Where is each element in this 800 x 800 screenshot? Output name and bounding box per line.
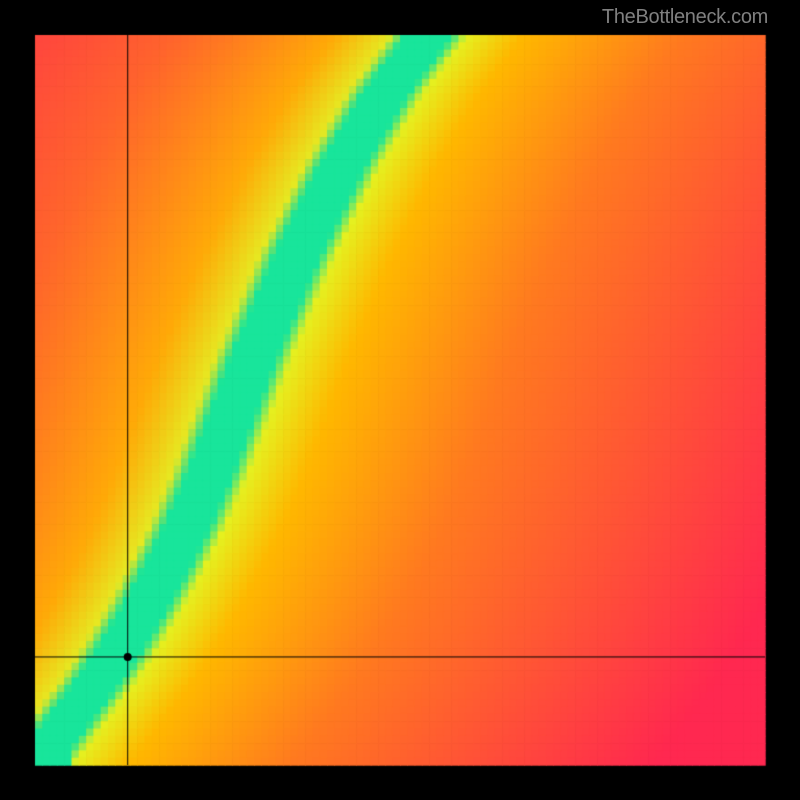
heatmap-container: TheBottleneck.com bbox=[0, 0, 800, 800]
watermark-text: TheBottleneck.com bbox=[602, 6, 768, 29]
bottleneck-heatmap bbox=[0, 0, 800, 800]
